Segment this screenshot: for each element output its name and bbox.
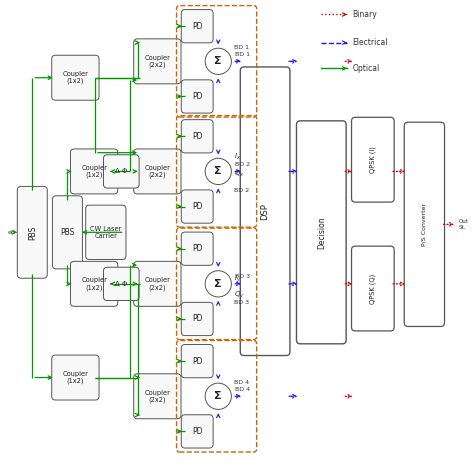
Text: Coupler
(1x2): Coupler (1x2)	[63, 71, 88, 84]
FancyBboxPatch shape	[103, 155, 139, 188]
Text: Coupler
(2x2): Coupler (2x2)	[145, 277, 170, 291]
FancyBboxPatch shape	[352, 246, 394, 331]
FancyBboxPatch shape	[181, 9, 213, 43]
Text: PBS: PBS	[60, 228, 74, 237]
Text: Coupler
(2x2): Coupler (2x2)	[145, 390, 170, 403]
FancyBboxPatch shape	[52, 55, 99, 100]
Text: BD 1: BD 1	[235, 52, 250, 57]
FancyBboxPatch shape	[134, 149, 181, 194]
FancyBboxPatch shape	[181, 190, 213, 223]
FancyBboxPatch shape	[297, 121, 346, 344]
Text: Coupler
(2x2): Coupler (2x2)	[145, 55, 170, 68]
FancyBboxPatch shape	[71, 261, 118, 306]
FancyBboxPatch shape	[17, 186, 47, 278]
Text: Optical: Optical	[353, 64, 380, 73]
FancyBboxPatch shape	[181, 415, 213, 448]
Text: Coupler
(2x2): Coupler (2x2)	[145, 164, 170, 178]
FancyBboxPatch shape	[103, 267, 139, 301]
Text: Σ: Σ	[214, 166, 222, 176]
Text: BD 3: BD 3	[234, 300, 249, 305]
FancyBboxPatch shape	[404, 122, 445, 327]
Text: BD 4: BD 4	[235, 387, 250, 392]
FancyBboxPatch shape	[181, 119, 213, 153]
Text: $I_y$: $I_y$	[234, 273, 241, 285]
Text: ed: ed	[8, 230, 15, 235]
Text: Σ: Σ	[214, 391, 222, 401]
Text: PD: PD	[192, 22, 202, 31]
FancyBboxPatch shape	[181, 302, 213, 336]
Circle shape	[205, 271, 231, 297]
FancyBboxPatch shape	[181, 80, 213, 113]
Text: Coupler
(1x2): Coupler (1x2)	[63, 371, 88, 384]
Text: Out
St.: Out St.	[458, 219, 468, 230]
FancyBboxPatch shape	[240, 67, 290, 356]
Text: BD 2: BD 2	[235, 162, 250, 167]
Text: Σ: Σ	[214, 56, 222, 66]
Text: $Q_x$: $Q_x$	[234, 169, 244, 179]
Text: Decision: Decision	[317, 216, 326, 249]
Text: PD: PD	[192, 92, 202, 101]
Text: PD: PD	[192, 427, 202, 436]
Text: PD: PD	[192, 202, 202, 211]
Text: BD 3: BD 3	[235, 274, 250, 279]
FancyBboxPatch shape	[134, 39, 181, 84]
Text: Σ: Σ	[214, 279, 222, 289]
FancyBboxPatch shape	[181, 345, 213, 378]
FancyBboxPatch shape	[52, 355, 99, 400]
Text: Electrical: Electrical	[353, 38, 388, 47]
Text: Binary: Binary	[353, 10, 377, 19]
Text: CW Laser
Carrier: CW Laser Carrier	[90, 226, 121, 239]
FancyBboxPatch shape	[352, 117, 394, 202]
Text: BD 2: BD 2	[234, 188, 249, 192]
Text: BD 4: BD 4	[234, 380, 249, 385]
FancyBboxPatch shape	[71, 149, 118, 194]
Text: Δ Φ: Δ Φ	[115, 281, 128, 287]
Text: PD: PD	[192, 356, 202, 365]
Text: PD: PD	[192, 314, 202, 323]
Text: PD: PD	[192, 244, 202, 253]
FancyBboxPatch shape	[134, 374, 181, 419]
Text: $Q_y$: $Q_y$	[234, 290, 244, 301]
Text: Coupler
(1x2): Coupler (1x2)	[81, 277, 107, 291]
Text: DSP: DSP	[261, 203, 270, 219]
FancyBboxPatch shape	[86, 205, 126, 259]
Text: QPSK (Q): QPSK (Q)	[370, 273, 376, 304]
Text: PD: PD	[192, 132, 202, 141]
Circle shape	[205, 48, 231, 74]
Text: BD 1: BD 1	[234, 45, 249, 50]
FancyBboxPatch shape	[53, 196, 82, 269]
Text: Coupler
(1x2): Coupler (1x2)	[81, 164, 107, 178]
FancyBboxPatch shape	[134, 261, 181, 306]
Text: P/S Converter: P/S Converter	[422, 203, 427, 246]
Text: QPSK (I): QPSK (I)	[370, 146, 376, 173]
FancyBboxPatch shape	[181, 232, 213, 265]
Circle shape	[205, 158, 231, 184]
Circle shape	[205, 383, 231, 410]
Text: Δ Φ: Δ Φ	[115, 168, 128, 174]
Text: $I_x$: $I_x$	[234, 152, 241, 163]
Text: PBS: PBS	[28, 225, 37, 239]
